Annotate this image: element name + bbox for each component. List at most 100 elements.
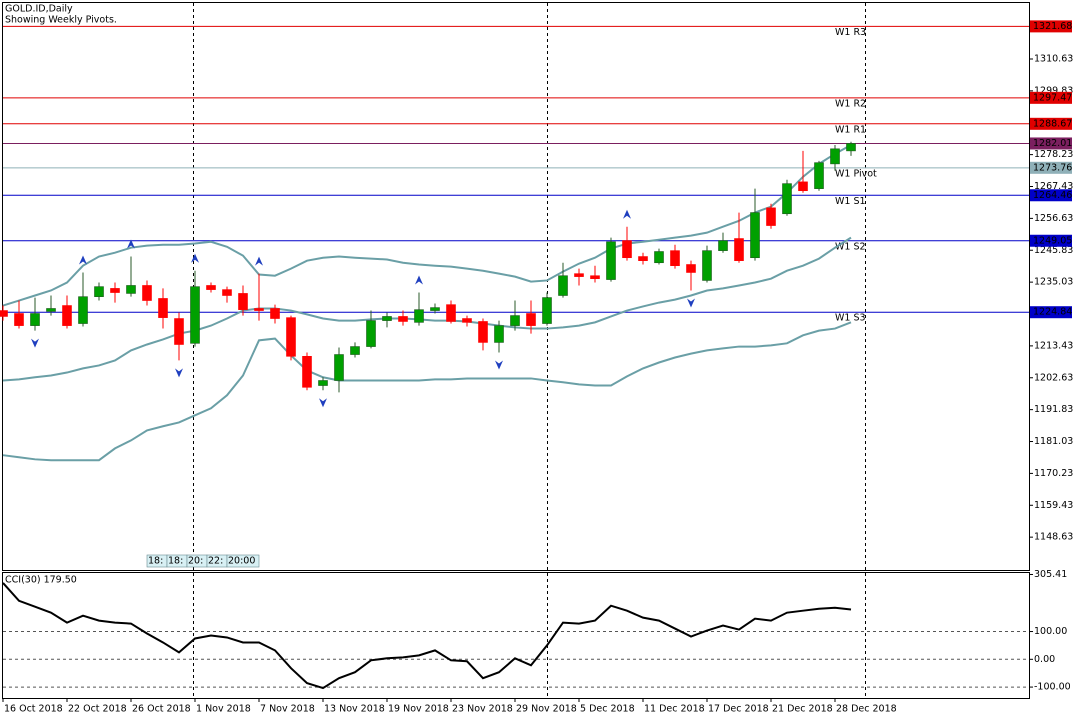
- y-tick-label: 1278.23: [1034, 149, 1073, 160]
- time-box-label: 20:: [188, 556, 203, 567]
- candle-body: [494, 325, 504, 343]
- candle-body: [222, 289, 232, 296]
- candle-body: [350, 346, 360, 355]
- candle-body: [638, 256, 648, 261]
- y-tick-label: 1191.83: [1034, 404, 1073, 415]
- time-box: [226, 554, 260, 568]
- candle-body: [238, 293, 248, 310]
- candle-body: [174, 318, 184, 345]
- cci-line: [2, 582, 852, 690]
- candle-body: [510, 315, 520, 326]
- candle-body: [622, 240, 632, 259]
- candle-body: [814, 162, 824, 189]
- y-tick-label: 100.00: [1034, 626, 1067, 637]
- candle-body: [46, 308, 56, 312]
- candle-body: [702, 250, 712, 281]
- y-tick-label: 1148.63: [1034, 532, 1073, 543]
- fractal-up: [255, 256, 263, 266]
- y-tick-label: 1310.63: [1034, 53, 1073, 64]
- candle-body: [14, 313, 24, 326]
- candle-body: [414, 309, 424, 323]
- time-box-label: 22:: [208, 556, 223, 567]
- y-tick-label: 1213.43: [1034, 340, 1073, 351]
- axis-price-label: 1321.68: [1033, 21, 1072, 32]
- candle-body: [142, 285, 152, 301]
- candle-body: [558, 275, 568, 296]
- y-tick-label: 1235.03: [1034, 277, 1073, 288]
- pivot-note: Showing Weekly Pivots.: [5, 15, 117, 26]
- x-tick-label: 19 Nov 2018: [388, 704, 449, 715]
- candle-body: [254, 308, 264, 311]
- main-panel: [2, 2, 1030, 571]
- time-box-label: 18:: [148, 556, 163, 567]
- candle-body: [62, 305, 72, 326]
- axis-price-label: 1249.05: [1033, 235, 1072, 246]
- candle-body: [286, 317, 296, 357]
- axis-price-box: [1030, 161, 1072, 174]
- candle-body: [542, 297, 552, 324]
- time-box-label: 20:00: [228, 556, 255, 567]
- x-tick-label: 17 Dec 2018: [708, 704, 769, 715]
- candle-body: [478, 321, 488, 343]
- axis-price-box: [1030, 20, 1072, 33]
- fractal-down: [31, 338, 39, 348]
- x-tick-label: 21 Dec 2018: [772, 704, 833, 715]
- axis-price-box: [1030, 234, 1072, 247]
- candle-body: [670, 250, 680, 266]
- candle-body: [718, 240, 728, 251]
- pivot-level-label: W1 R2: [835, 98, 866, 109]
- x-tick-label: 16 Oct 2018: [4, 704, 63, 715]
- axis-price-label: 1264.46: [1033, 190, 1072, 201]
- axis-price-box: [1030, 306, 1072, 319]
- candle-body: [462, 318, 472, 323]
- candle-body: [366, 320, 376, 347]
- y-tick-label: 1267.43: [1034, 181, 1073, 192]
- x-tick-label: 23 Nov 2018: [452, 704, 513, 715]
- candle-body: [318, 380, 328, 386]
- y-tick-label: 1159.43: [1034, 500, 1073, 511]
- candle-body: [334, 354, 344, 381]
- axis-price-label: 1224.84: [1033, 307, 1072, 318]
- candle-body: [158, 298, 168, 318]
- candle-body: [574, 273, 584, 277]
- pivot-level-label: W1 S3: [835, 313, 866, 324]
- axis-price-box: [1030, 91, 1072, 104]
- candle-body: [686, 264, 696, 273]
- pivot-level-label: W1 R3: [835, 27, 866, 38]
- x-tick-label: 1 Nov 2018: [196, 704, 251, 715]
- fractal-up: [79, 255, 87, 265]
- fractal-up: [191, 253, 199, 263]
- candle-body: [734, 238, 744, 261]
- candle-body: [750, 212, 760, 259]
- pivot-level-label: W1 Pivot: [835, 168, 877, 179]
- x-tick-label: 28 Dec 2018: [836, 704, 897, 715]
- x-tick-label: 11 Dec 2018: [644, 704, 705, 715]
- candle-body: [830, 148, 840, 165]
- candle-body: [78, 296, 88, 324]
- x-tick-label: 22 Oct 2018: [68, 704, 127, 715]
- y-tick-label: 305.41: [1034, 569, 1067, 580]
- candle-body: [206, 285, 216, 290]
- candle-body: [190, 286, 200, 344]
- band-middle: [2, 236, 852, 382]
- indicator-label: CCI(30) 179.50: [5, 575, 77, 586]
- candle-body: [846, 143, 856, 152]
- x-tick-label: 7 Nov 2018: [260, 704, 315, 715]
- symbol-label: GOLD.ID,Daily: [5, 4, 73, 15]
- axis-price-box: [1030, 137, 1072, 150]
- candle-body: [590, 275, 600, 279]
- axis-price-box: [1030, 117, 1072, 130]
- pivot-level-label: W1 R1: [835, 124, 866, 135]
- candle-body: [110, 288, 120, 293]
- candle-body: [430, 307, 440, 311]
- x-tick-label: 29 Nov 2018: [516, 704, 577, 715]
- candle-body: [798, 181, 808, 192]
- y-tick-label: 0.00: [1034, 654, 1055, 665]
- fractal-up: [623, 209, 631, 219]
- candle-body: [302, 356, 312, 388]
- candle-body: [94, 286, 104, 297]
- candle-body: [382, 316, 392, 321]
- fractal-up: [415, 275, 423, 285]
- y-tick-label: 1181.03: [1034, 436, 1073, 447]
